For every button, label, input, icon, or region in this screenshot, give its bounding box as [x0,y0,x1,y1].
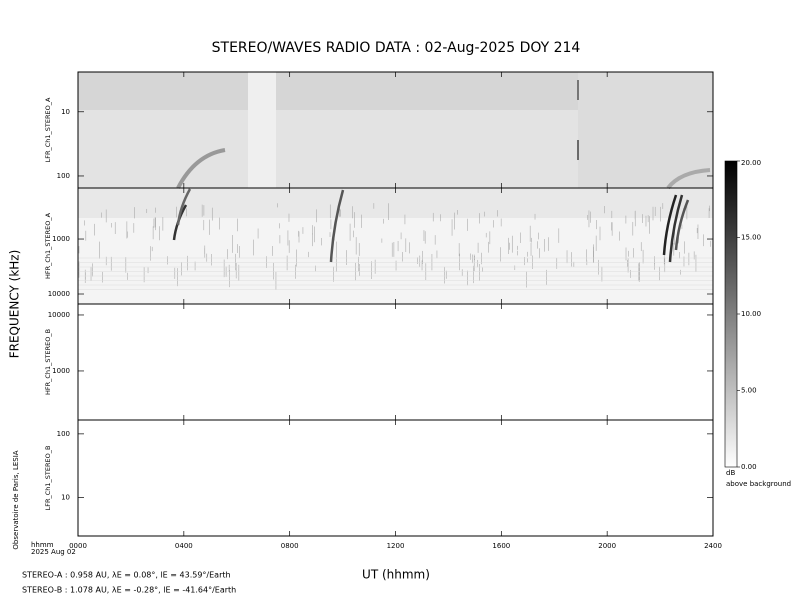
texture-burst [176,188,192,226]
y-tick-label: 100 [57,172,70,180]
y-tick-label: 10 [61,108,70,116]
y-tick-label: 10000 [48,290,70,298]
x-tick-label: 0400 [175,542,193,550]
panel-name: LFR_Ch1_STEREO_A [44,97,52,162]
panel-bg [578,72,713,188]
y-tick-label: 100 [57,430,70,438]
date-label: 2025 Aug 02 [31,548,76,556]
colorbar-caption: above background [726,480,791,488]
colorbar-tick-label: 5.00 [741,387,757,395]
panel-frame [77,303,714,421]
credit: Observatoire de Paris, LESIA [12,450,20,549]
footnote: STEREO-A : 0.958 AU, λE = 0.08°, lE = 43… [22,571,231,580]
texture-burst [674,199,690,251]
texture-burst [662,194,678,256]
x-tick-label: 1600 [492,542,510,550]
texture-burst [668,194,684,263]
panel-bg [248,72,276,188]
texture-burst [176,148,226,189]
spectrogram-texture [77,72,713,304]
colorbar [724,160,738,468]
colorbar-tick-label: 15.00 [741,234,761,242]
panel-frame [77,419,714,537]
panel-name: HFR_Ch1_STEREO_A [44,212,52,279]
panel-name: LFR_Ch1_STEREO_B [44,446,52,511]
colorbar-unit: dB [726,469,735,477]
chart-title: STEREO/WAVES RADIO DATA : 02-Aug-2025 DO… [212,40,581,56]
y-tick-label: 1000 [52,367,70,375]
x-tick-label: 2400 [704,542,722,550]
y-tick-label: 1000 [52,235,70,243]
x-axis-label: UT (hhmm) [362,568,430,582]
footnote: STEREO-B : 1.078 AU, λE = -0.28°, lE = -… [22,586,236,595]
x-unit-label: hhmm [31,541,54,549]
y-tick-label: 10000 [48,311,70,319]
x-tick-label: 0800 [281,542,299,550]
y-tick-label: 10 [61,494,70,502]
colorbar-tick-label: 10.00 [741,310,761,318]
x-tick-label: 0000 [69,542,87,550]
y-axis-label: FREQUENCY (kHz) [8,250,22,359]
x-tick-label: 1200 [387,542,405,550]
x-tick-label: 2000 [598,542,616,550]
texture-burst [666,168,711,190]
colorbar-tick-label: 0.00 [741,463,757,471]
texture-burst [329,189,345,263]
panel-name: HFR_Ch1_STEREO_B [44,329,52,395]
colorbar-tick-label: 20.00 [741,159,761,167]
